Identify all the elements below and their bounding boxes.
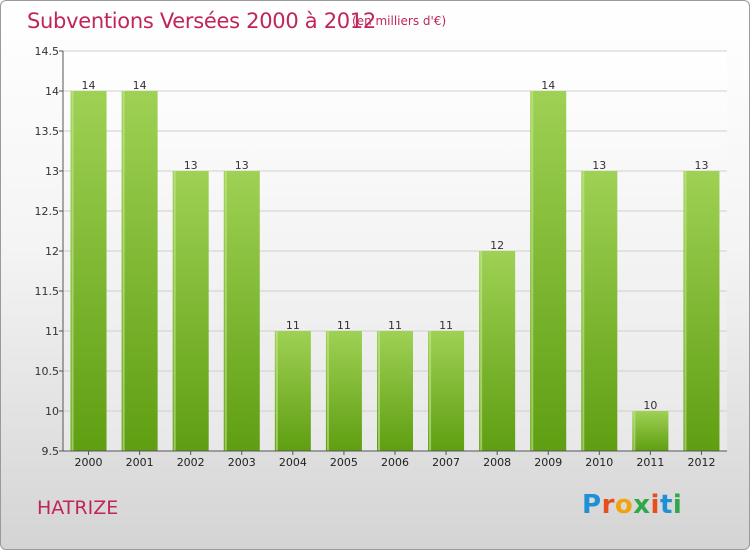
y-tick-label: 10.5 [35, 365, 60, 378]
data-label: 10 [643, 399, 657, 412]
data-label: 13 [694, 159, 708, 172]
commune-name: HATRIZE [37, 497, 119, 519]
chart-unit: (en milliers d'€) [352, 14, 447, 28]
x-tick-label: 2001 [126, 456, 154, 469]
bar-2003 [223, 171, 260, 451]
x-tick-label: 2005 [330, 456, 358, 469]
data-label: 11 [286, 319, 300, 332]
chart-title: Subventions Versées 2000 à 2012 [27, 9, 376, 33]
data-label: 11 [388, 319, 402, 332]
data-label: 13 [184, 159, 198, 172]
axes: 9.5 10 10.5 11 11.5 12 12.5 13 13.5 14 14.5 2000 200… [35, 45, 727, 469]
bar-highlight [275, 331, 278, 451]
bar-2004 [274, 331, 311, 451]
bar-2009 [530, 91, 567, 451]
bar-2006 [377, 331, 413, 451]
bar-highlight [480, 251, 483, 451]
bar-highlight [326, 331, 329, 451]
data-label: 11 [439, 319, 453, 332]
y-tick-label: 14.5 [35, 45, 60, 58]
y-tick-label: 12 [45, 245, 59, 258]
bar-highlight [122, 91, 125, 451]
bar-highlight [429, 331, 432, 451]
bar-2007 [428, 331, 465, 451]
data-label: 11 [337, 319, 351, 332]
bar-2005 [325, 331, 362, 451]
bar-2012 [683, 171, 720, 451]
bar-highlight [378, 331, 380, 451]
bars: 14 14 13 13 11 11 11 11 12 14 13 10 13 [70, 79, 720, 451]
x-tick-label: 2010 [585, 456, 613, 469]
x-tick-label: 2012 [687, 456, 715, 469]
data-label: 13 [592, 159, 606, 172]
bar-2001 [121, 91, 158, 451]
x-tick-label: 2006 [381, 456, 409, 469]
y-tick-label: 11.5 [35, 285, 60, 298]
bar-highlight [71, 91, 74, 451]
y-tick-label: 10 [45, 405, 59, 418]
logo-letter: P [582, 490, 602, 520]
bar-highlight [633, 411, 636, 451]
bar-highlight [531, 91, 534, 451]
bar-2010 [581, 171, 618, 451]
x-tick-label: 2011 [636, 456, 664, 469]
x-tick-label: 2003 [228, 456, 256, 469]
bar-highlight [684, 171, 687, 451]
y-tick-label: 13 [45, 165, 59, 178]
y-tick-label: 12.5 [35, 205, 60, 218]
bar-highlight [224, 171, 227, 451]
x-tick-label: 2002 [177, 456, 205, 469]
y-tick-label: 11 [45, 325, 59, 338]
proxiti-logo[interactable]: Proxiti [582, 490, 682, 520]
y-tick-label: 14 [45, 85, 59, 98]
logo-letter: o [614, 490, 634, 520]
x-tick-label: 2004 [279, 456, 307, 469]
bar-2000 [70, 91, 107, 451]
bar-2008 [479, 251, 516, 451]
data-label: 14 [82, 79, 96, 92]
y-tick-label: 13.5 [35, 125, 60, 138]
x-tick-label: 2008 [483, 456, 511, 469]
logo-letter: i [650, 490, 660, 520]
logo-letter: x [633, 490, 651, 520]
data-label: 14 [133, 79, 147, 92]
logo-letter: i [672, 490, 683, 520]
bar-2002 [172, 171, 209, 451]
bar-highlight [173, 171, 176, 451]
logo-letter: t [659, 490, 673, 520]
bar-highlight [582, 171, 585, 451]
bar-2011 [632, 411, 669, 451]
x-tick-label: 2007 [432, 456, 460, 469]
data-label: 12 [490, 239, 504, 252]
x-tick-label: 2000 [75, 456, 103, 469]
x-tick-label: 2009 [534, 456, 562, 469]
logo-letter: r [601, 490, 615, 520]
y-tick-label: 9.5 [42, 445, 60, 458]
data-label: 13 [235, 159, 249, 172]
data-label: 14 [541, 79, 555, 92]
